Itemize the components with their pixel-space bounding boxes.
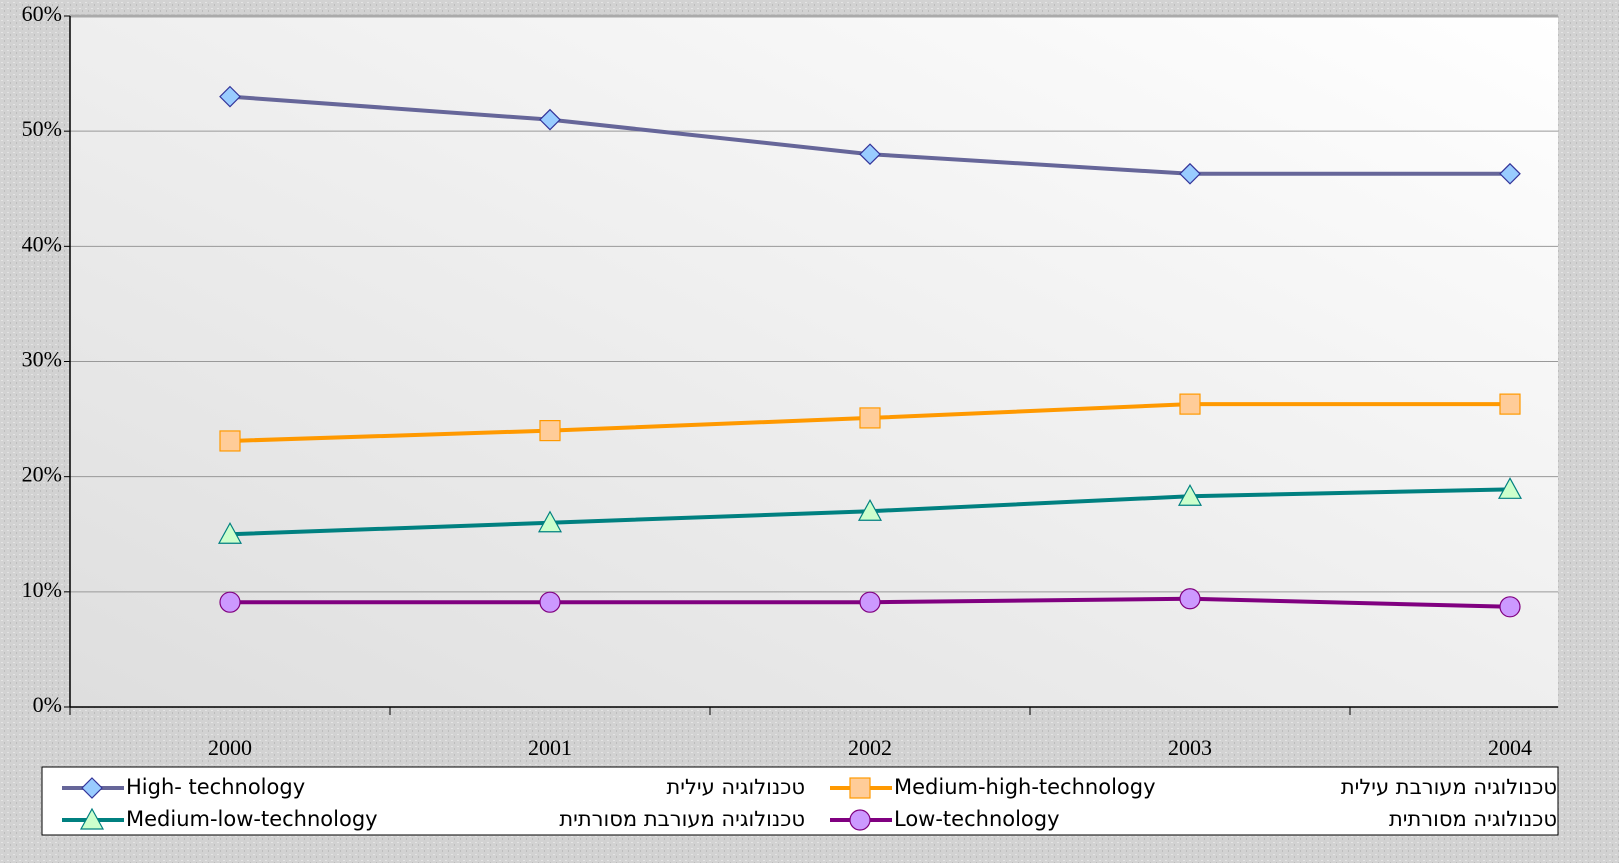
data-point bbox=[219, 591, 241, 613]
legend-marker bbox=[849, 809, 871, 831]
data-point bbox=[1497, 477, 1523, 499]
y-tick-label: 0% bbox=[33, 692, 62, 717]
x-tick-label: 2000 bbox=[208, 735, 252, 760]
legend-label: Medium-low-technology bbox=[126, 807, 378, 831]
data-point bbox=[539, 591, 561, 613]
y-tick-label: 20% bbox=[22, 462, 62, 487]
legend-label-hebrew: טכנולוגיה מעורבת מסורתית bbox=[559, 807, 805, 831]
data-point bbox=[1179, 162, 1201, 185]
x-tick-label: 2004 bbox=[1488, 735, 1532, 760]
legend-label-hebrew: טכנולוגיה עילית bbox=[666, 775, 805, 799]
y-tick-label: 30% bbox=[22, 347, 62, 372]
y-tick-label: 10% bbox=[22, 577, 62, 602]
data-point bbox=[1499, 162, 1521, 185]
data-point bbox=[1179, 393, 1201, 415]
data-point bbox=[1499, 596, 1521, 618]
y-tick-label: 60% bbox=[22, 1, 62, 26]
legend-marker bbox=[81, 777, 103, 799]
legend-label: High- technology bbox=[126, 775, 305, 799]
data-point bbox=[857, 498, 883, 521]
legend-label-hebrew: טכנולוגיה מעורבת עילית bbox=[1341, 775, 1557, 799]
data-point bbox=[1177, 483, 1203, 506]
y-tick-label: 50% bbox=[22, 116, 62, 141]
legend-marker bbox=[849, 777, 871, 799]
y-tick-label: 40% bbox=[22, 231, 62, 256]
data-point bbox=[219, 430, 241, 452]
legend bbox=[41, 766, 1559, 836]
data-point bbox=[1499, 393, 1521, 415]
x-tick-label: 2003 bbox=[1168, 735, 1212, 760]
data-point bbox=[219, 85, 241, 108]
legend-label: Medium-high-technology bbox=[894, 775, 1156, 799]
legend-marker bbox=[79, 807, 105, 830]
x-tick-label: 2001 bbox=[528, 735, 572, 760]
data-point bbox=[537, 510, 563, 533]
legend-label-hebrew: טכנולוגיה מסורתית bbox=[1389, 807, 1557, 831]
legend-label: Low-technology bbox=[894, 807, 1060, 831]
data-point bbox=[859, 591, 881, 613]
data-point bbox=[539, 108, 561, 131]
data-point bbox=[859, 407, 881, 429]
x-tick-label: 2002 bbox=[848, 735, 892, 760]
data-point bbox=[1179, 588, 1201, 610]
data-point bbox=[859, 143, 881, 166]
data-point bbox=[217, 522, 243, 544]
data-point bbox=[539, 420, 561, 442]
